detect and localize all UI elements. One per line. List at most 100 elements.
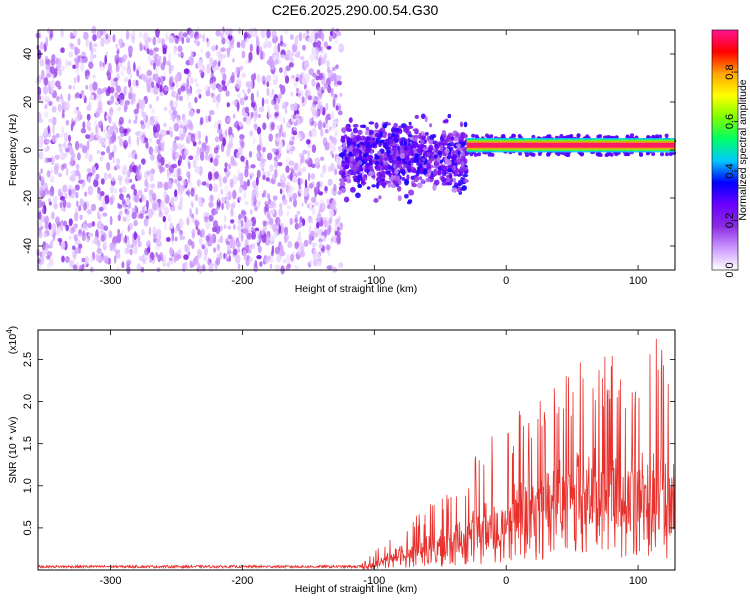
- heatmap-cell: [97, 210, 100, 220]
- heatmap-cell: [139, 197, 143, 203]
- heatmap-cell: [328, 225, 332, 233]
- heatmap-cell: [179, 124, 185, 129]
- heatmap-cell: [127, 153, 132, 158]
- heatmap-cell: [137, 189, 143, 197]
- heatmap-cell: [67, 184, 74, 190]
- heatmap-cell: [105, 259, 109, 264]
- heatmap-cell: [138, 130, 142, 136]
- heatmap-cell: [180, 85, 186, 92]
- heatmap-cell: [225, 192, 230, 197]
- heatmap-cell: [62, 109, 65, 119]
- heatmap-cell: [511, 133, 516, 138]
- heatmap-cell: [463, 178, 469, 183]
- heatmap-cell: [393, 127, 400, 133]
- heatmap-cell: [146, 170, 151, 176]
- heatmap-cell: [368, 171, 374, 177]
- heatmap-cell: [263, 98, 270, 105]
- heatmap-cell: [60, 241, 66, 250]
- heatmap-cell: [164, 32, 169, 42]
- heatmap-cell: [452, 149, 456, 156]
- heatmap-cell: [102, 212, 108, 217]
- heatmap-cell: [133, 219, 138, 227]
- heatmap-cell: [66, 61, 72, 66]
- heatmap-cell: [322, 122, 326, 129]
- heatmap-cell: [54, 154, 60, 160]
- heatmap-cell: [251, 242, 256, 250]
- heatmap-cell: [267, 193, 271, 200]
- heatmap-cell: [114, 255, 117, 264]
- heatmap-cell: [453, 155, 457, 161]
- heatmap-cell: [174, 110, 178, 116]
- heatmap-cell: [216, 206, 220, 211]
- heatmap-cell: [191, 240, 195, 250]
- heatmap-cell: [461, 185, 468, 191]
- heatmap-cell: [368, 158, 373, 166]
- heatmap-cell: [355, 134, 361, 139]
- heatmap-cell: [296, 133, 300, 139]
- heatmap-cell: [343, 134, 348, 139]
- heatmap-cell: [390, 132, 396, 137]
- heatmap-cell: [413, 156, 420, 163]
- heatmap-cell: [62, 184, 68, 193]
- heatmap-cell: [328, 35, 333, 42]
- heatmap-cell: [100, 229, 104, 236]
- heatmap-cell: [195, 82, 200, 87]
- heatmap-cell: [46, 133, 50, 138]
- heatmap-cell: [114, 54, 120, 60]
- heatmap-cell: [99, 66, 105, 71]
- heatmap-cell: [115, 58, 119, 66]
- heatmap-cell: [241, 50, 246, 59]
- heatmap-cell: [84, 69, 90, 77]
- heatmap-cell: [274, 264, 281, 273]
- heatmap-cell: [234, 254, 241, 264]
- heatmap-cell: [398, 125, 402, 129]
- heatmap-cell: [280, 85, 286, 95]
- heatmap-cell: [179, 230, 183, 241]
- heatmap-cell: [40, 95, 45, 105]
- heatmap-cell: [201, 64, 205, 71]
- heatmap-cell: [531, 152, 536, 157]
- heatmap-cell: [72, 245, 76, 250]
- heatmap-cell: [136, 136, 140, 146]
- heatmap-cell: [316, 47, 320, 55]
- heatmap-cell: [83, 201, 87, 211]
- heatmap-cell: [171, 207, 175, 212]
- heatmap-cell: [531, 134, 536, 139]
- heatmap-cell: [490, 152, 495, 157]
- heatmap-cell: [332, 187, 337, 197]
- heatmap-cell: [316, 213, 322, 223]
- heatmap-cell: [318, 191, 324, 196]
- heatmap-y-tick-label: 0: [22, 147, 34, 153]
- heatmap-cell: [91, 94, 94, 101]
- heatmap-cell: [327, 84, 332, 94]
- heatmap-cell: [393, 122, 398, 129]
- heatmap-x-tick-label: -200: [231, 275, 253, 287]
- heatmap-cell: [140, 120, 145, 126]
- heatmap-cell: [155, 132, 160, 138]
- heatmap-cell: [250, 73, 256, 82]
- heatmap-cell: [451, 142, 455, 147]
- heatmap-cell: [91, 239, 95, 245]
- heatmap-cell: [385, 170, 391, 175]
- heatmap-cell: [116, 233, 122, 244]
- heatmap-cell: [127, 45, 133, 54]
- heatmap-cell: [451, 159, 455, 165]
- heatmap-cell: [74, 116, 79, 123]
- heatmap-cell: [209, 109, 215, 116]
- heatmap-cell: [444, 148, 450, 154]
- snr-x-ticks: -300 -200 -100 0 100: [100, 330, 647, 587]
- heatmap-cell: [108, 115, 112, 124]
- heatmap-cell: [69, 227, 75, 234]
- heatmap-cell: [80, 63, 85, 72]
- heatmap-cell: [228, 126, 233, 137]
- heatmap-cell: [419, 156, 423, 161]
- heatmap-cell: [347, 140, 353, 145]
- heatmap-cell: [252, 28, 258, 38]
- heatmap-cell: [58, 69, 62, 77]
- heatmap-cell: [77, 38, 81, 46]
- heatmap-cell: [86, 113, 91, 121]
- heatmap-cell: [310, 163, 316, 168]
- heatmap-cell: [381, 181, 387, 187]
- heatmap-cell: [218, 123, 221, 130]
- heatmap-cell: [278, 224, 282, 234]
